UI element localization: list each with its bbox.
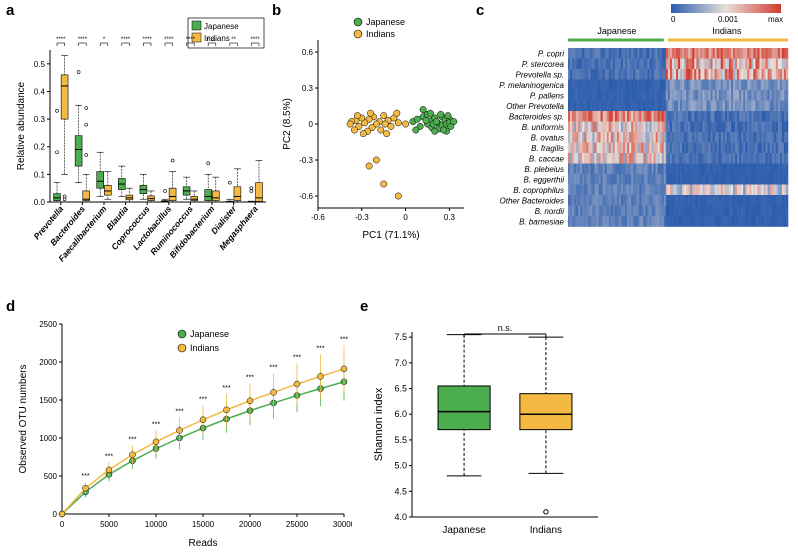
svg-text:****: **** (121, 37, 131, 43)
svg-text:0: 0 (671, 15, 676, 24)
svg-text:6.0: 6.0 (394, 409, 407, 419)
svg-text:B. barnesiae: B. barnesiae (519, 218, 564, 227)
svg-text:***: *** (81, 473, 89, 480)
svg-text:Bacteroides sp.: Bacteroides sp. (509, 113, 564, 122)
svg-text:****: **** (251, 37, 261, 43)
svg-text:0: 0 (309, 120, 314, 129)
svg-text:-0.6: -0.6 (299, 192, 313, 201)
svg-text:B. coprophilus: B. coprophilus (513, 186, 564, 195)
svg-text:Japanese: Japanese (204, 22, 239, 31)
svg-text:0.3: 0.3 (444, 213, 456, 222)
svg-text:B. nordii: B. nordii (535, 207, 565, 216)
svg-text:B. fragilis: B. fragilis (531, 144, 564, 153)
svg-text:***: *** (199, 396, 207, 403)
svg-text:0.4: 0.4 (34, 87, 46, 96)
svg-text:***: *** (269, 364, 277, 371)
svg-text:B. plebeius: B. plebeius (524, 165, 564, 174)
svg-text:max: max (768, 15, 783, 24)
svg-text:Shannon index: Shannon index (373, 387, 385, 461)
svg-text:-0.3: -0.3 (355, 213, 369, 222)
svg-text:***: *** (293, 355, 301, 362)
svg-text:6.5: 6.5 (394, 384, 407, 394)
svg-text:Other Bacteroides: Other Bacteroides (500, 197, 564, 206)
svg-text:25000: 25000 (286, 520, 309, 529)
svg-text:1000: 1000 (39, 434, 57, 443)
svg-text:PC2 (8.5%): PC2 (8.5%) (282, 98, 293, 150)
svg-text:Indians: Indians (712, 26, 742, 36)
svg-text:****: **** (143, 37, 153, 43)
svg-text:P. stercorea: P. stercorea (522, 60, 565, 69)
svg-text:n.s.: n.s. (207, 37, 217, 43)
panel-b-pca: -0.6 -0.3 0 0.3 -0.6 -0.3 0 0.3 0.6 PC1 (71.1%) PC… (278, 14, 470, 244)
svg-text:***: *** (128, 437, 136, 444)
svg-text:****: **** (78, 37, 88, 43)
svg-text:-0.6: -0.6 (311, 213, 325, 222)
svg-text:Indians: Indians (190, 343, 220, 353)
svg-text:4.0: 4.0 (394, 512, 407, 522)
svg-text:Indians: Indians (530, 525, 562, 536)
svg-text:PC1 (71.1%): PC1 (71.1%) (362, 230, 419, 241)
svg-text:15000: 15000 (192, 520, 215, 529)
svg-text:P. melaninogenica: P. melaninogenica (499, 81, 564, 90)
svg-text:B. caccae: B. caccae (529, 155, 565, 164)
svg-text:0.001: 0.001 (718, 15, 739, 24)
svg-text:5000: 5000 (100, 520, 118, 529)
svg-text:0.3: 0.3 (302, 84, 314, 93)
svg-text:Japanese: Japanese (442, 525, 486, 536)
svg-text:500: 500 (44, 472, 58, 481)
svg-text:0.1: 0.1 (34, 170, 46, 179)
svg-text:7.0: 7.0 (394, 358, 407, 368)
svg-text:30000: 30000 (333, 520, 352, 529)
svg-text:***: *** (152, 421, 160, 428)
panel-a-boxplot: 0.0 0.1 0.2 0.3 0.4 0.5 Relative abundance Japa… (12, 14, 270, 294)
svg-text:Prevotella sp.: Prevotella sp. (516, 71, 564, 80)
svg-text:P. copri: P. copri (538, 50, 564, 59)
svg-text:Relative abundance: Relative abundance (16, 81, 27, 170)
svg-text:0.0: 0.0 (34, 198, 46, 207)
svg-text:-0.3: -0.3 (299, 156, 313, 165)
svg-text:2500: 2500 (39, 320, 57, 329)
panel-e-shannon: 4.0 4.5 5.0 5.5 6.0 6.5 7.0 7.5 Shannon index Jap… (368, 312, 608, 547)
svg-text:***: *** (175, 408, 183, 415)
svg-text:0.5: 0.5 (34, 60, 46, 69)
panel-c-heatmap: 0 0.001 max Japanese Indians P. copriP. sterc… (476, 0, 792, 240)
svg-text:0.3: 0.3 (34, 115, 46, 124)
svg-text:B. uniformis: B. uniformis (522, 123, 564, 132)
svg-text:P. pallens: P. pallens (530, 92, 564, 101)
svg-text:1500: 1500 (39, 396, 57, 405)
svg-text:Japanese: Japanese (190, 329, 229, 339)
svg-text:5.0: 5.0 (394, 461, 407, 471)
svg-text:**: ** (231, 37, 236, 43)
svg-text:4.5: 4.5 (394, 486, 407, 496)
svg-text:Japanese: Japanese (366, 17, 405, 27)
panel-d-rarefaction: 0 5000 10000 15000 20000 25000 30000 0 500 1000 15… (12, 312, 352, 552)
svg-text:0.6: 0.6 (302, 48, 314, 57)
svg-text:10000: 10000 (145, 520, 168, 529)
svg-text:5.5: 5.5 (394, 435, 407, 445)
svg-text:2000: 2000 (39, 358, 57, 367)
svg-text:Indians: Indians (366, 29, 396, 39)
svg-text:Reads: Reads (189, 538, 218, 549)
svg-text:n.s.: n.s. (498, 323, 513, 333)
svg-text:***: *** (222, 385, 230, 392)
svg-text:B. eggerthii: B. eggerthii (524, 176, 565, 185)
svg-text:***: *** (316, 345, 324, 352)
svg-text:Observed OTU numbers: Observed OTU numbers (18, 365, 29, 474)
svg-text:7.5: 7.5 (394, 332, 407, 342)
svg-text:0: 0 (53, 510, 58, 519)
svg-text:0: 0 (60, 520, 65, 529)
svg-text:Japanese: Japanese (597, 26, 636, 36)
svg-text:****: **** (164, 37, 174, 43)
svg-text:***: *** (105, 453, 113, 460)
svg-text:0: 0 (403, 213, 408, 222)
svg-text:B. ovatus: B. ovatus (531, 134, 564, 143)
svg-text:***: *** (340, 336, 348, 343)
svg-text:***: *** (246, 374, 254, 381)
svg-text:****: **** (56, 37, 66, 43)
svg-text:****: **** (186, 37, 196, 43)
svg-text:*: * (103, 37, 106, 43)
svg-text:20000: 20000 (239, 520, 262, 529)
svg-text:Other Prevotella: Other Prevotella (506, 102, 564, 111)
svg-text:0.2: 0.2 (34, 143, 46, 152)
